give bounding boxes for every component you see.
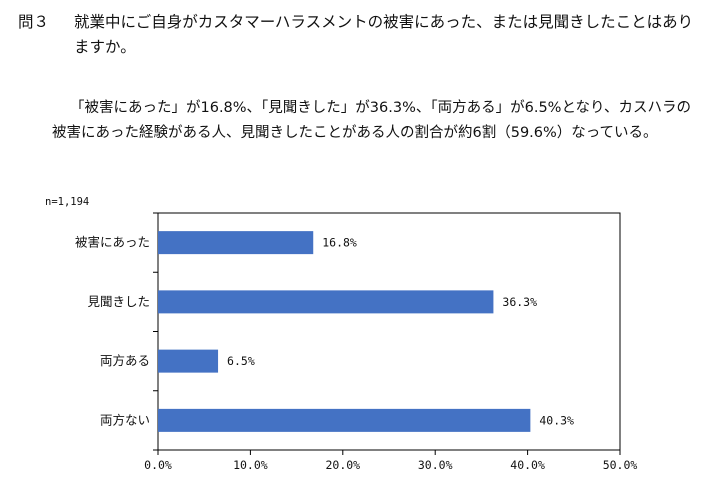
category-label: 被害にあった: [75, 235, 150, 250]
value-label: 40.3%: [539, 413, 574, 427]
bar: [158, 349, 219, 373]
x-tick-label: 50.0%: [603, 458, 638, 472]
question-text: 就業中にご自身がカスタマーハラスメントの被害にあった、または見聞きしたことはあり…: [74, 13, 694, 56]
sample-size-label: n=1,194: [45, 196, 90, 208]
bar: [158, 231, 314, 255]
x-tick-label: 40.0%: [510, 458, 545, 472]
value-label: 36.3%: [502, 295, 537, 309]
x-tick-label: 20.0%: [325, 458, 360, 472]
x-tick-label: 0.0%: [144, 458, 172, 472]
bar: [158, 408, 531, 432]
value-label: 16.8%: [322, 236, 357, 250]
bar: [158, 290, 494, 314]
x-tick-label: 30.0%: [418, 458, 453, 472]
category-label: 両方ある: [100, 353, 150, 368]
category-label: 両方ない: [100, 412, 150, 427]
value-label: 6.5%: [227, 354, 255, 368]
summary-text: 「被害にあった」が16.8%、「見聞きした」が36.3%、「両方ある」が6.5%…: [52, 100, 691, 141]
category-label: 見聞きした: [87, 294, 150, 309]
x-tick-label: 10.0%: [233, 458, 268, 472]
question-number: 問３: [18, 13, 50, 31]
